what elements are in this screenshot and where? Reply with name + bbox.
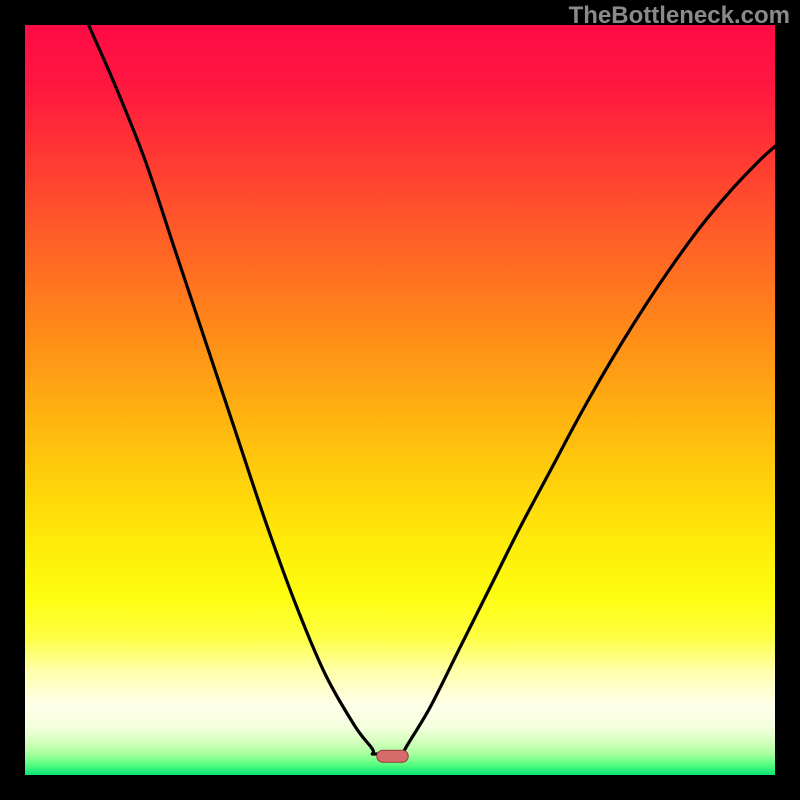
optimal-marker [377,750,409,762]
bottleneck-chart [0,0,800,800]
chart-container: TheBottleneck.com [0,0,800,800]
watermark-text: TheBottleneck.com [569,2,790,30]
